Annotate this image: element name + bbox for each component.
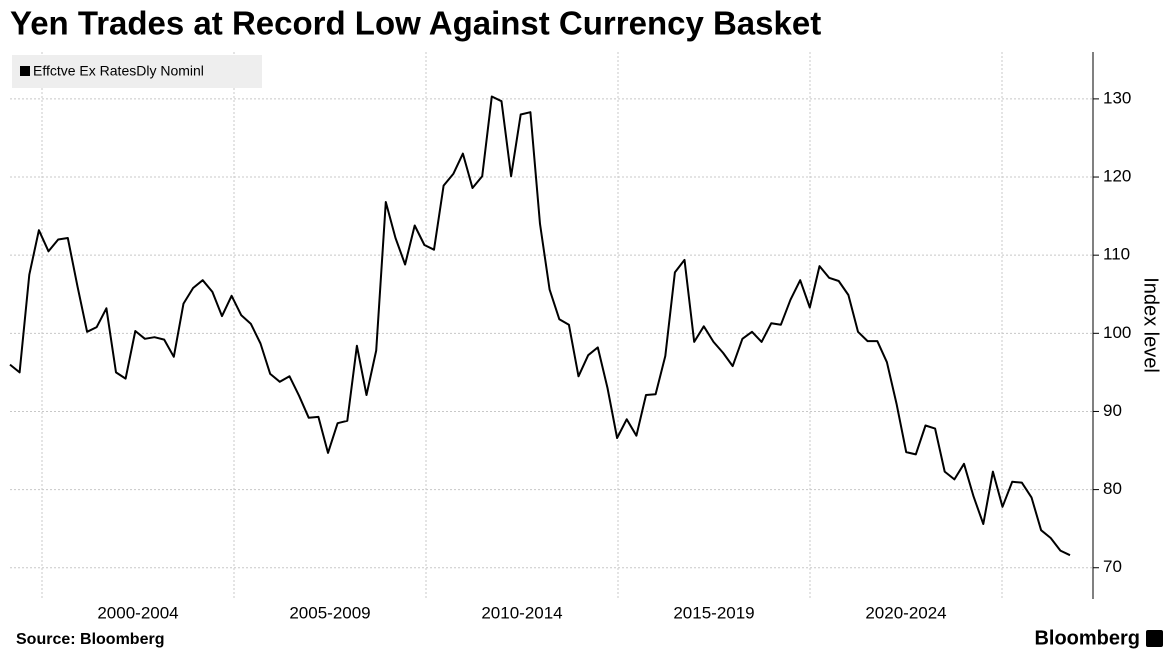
brand-icon	[1146, 630, 1163, 647]
y-tick-label: 90	[1103, 401, 1122, 420]
chart-title: Yen Trades at Record Low Against Currenc…	[10, 5, 821, 42]
legend-box	[12, 55, 262, 88]
y-tick-label: 130	[1103, 88, 1131, 107]
x-tick-label: 2015-2019	[673, 603, 754, 622]
y-tick-label: 70	[1103, 557, 1122, 576]
y-tick-label: 120	[1103, 167, 1131, 186]
x-tick-label: 2010-2014	[481, 603, 562, 622]
x-tick-label: 2020-2024	[865, 603, 946, 622]
series-line	[9, 95, 1071, 557]
x-tick-label: 2000-2004	[97, 603, 178, 622]
legend-label: Effctve Ex RatesDly Nominl	[33, 63, 204, 79]
y-tick-label: 80	[1103, 479, 1122, 498]
x-tick-label: 2005-2009	[289, 603, 370, 622]
y-tick-label: 100	[1103, 323, 1131, 342]
y-tick-label: 110	[1103, 245, 1130, 264]
source: Source: Bloomberg	[16, 631, 164, 648]
brand: Bloomberg	[1034, 627, 1140, 649]
y-axis-label: Index level	[1140, 277, 1162, 373]
legend-swatch	[20, 66, 30, 76]
